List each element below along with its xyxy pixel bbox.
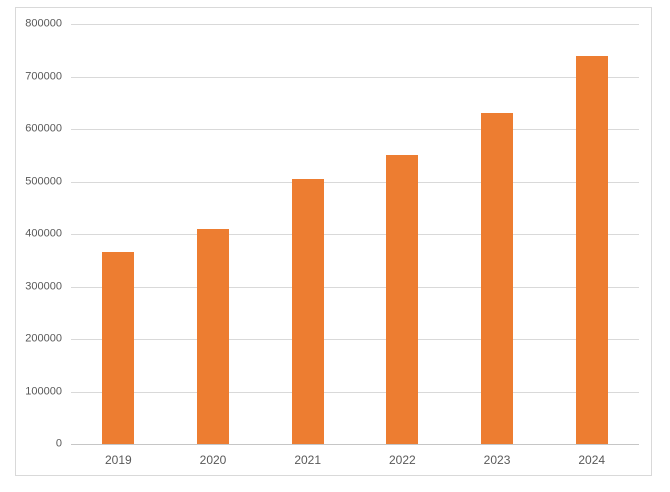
bar-2019[interactable] xyxy=(102,252,135,444)
x-tick-label-2024: 2024 xyxy=(578,453,606,467)
bar-slot-2023 xyxy=(450,24,545,444)
gridline xyxy=(71,234,639,235)
x-tick-label-2021: 2021 xyxy=(294,453,322,467)
gridline xyxy=(71,129,639,130)
x-tick-label-2022: 2022 xyxy=(389,453,416,467)
bar-2022[interactable] xyxy=(386,155,419,444)
bar-slot-2021 xyxy=(260,24,355,444)
x-axis-line xyxy=(71,444,639,445)
x-axis-tick-labels: 2019 2020 2021 2022 2023 2024 xyxy=(71,453,639,467)
bar-slot-2022 xyxy=(355,24,450,444)
bar-2023[interactable] xyxy=(481,113,514,444)
x-tick-label-2023: 2023 xyxy=(483,453,511,467)
plot-area: 800000 700000 600000 500000 400000 300000 2000… xyxy=(25,18,639,467)
gridline xyxy=(71,339,639,340)
y-tick-label: 500000 xyxy=(25,175,62,188)
y-tick-label: 800000 xyxy=(25,17,62,30)
gridline xyxy=(71,392,639,393)
gridline xyxy=(71,77,639,78)
bar-2020[interactable] xyxy=(197,228,229,444)
bar-slot-2020 xyxy=(166,24,261,444)
x-tick-label-2019: 2019 xyxy=(104,453,132,467)
y-tick-label: 300000 xyxy=(25,280,62,293)
y-tick-label: 0 xyxy=(55,437,62,450)
y-tick-label: 600000 xyxy=(25,122,62,135)
y-tick-label: 100000 xyxy=(25,385,62,398)
bar-2021[interactable] xyxy=(291,178,324,444)
x-tick-label-2020: 2020 xyxy=(199,453,227,467)
bar-slot-2019 xyxy=(71,24,166,444)
gridline xyxy=(71,182,639,183)
bar-slot-2024 xyxy=(544,24,639,444)
gridline xyxy=(71,24,639,25)
gridline xyxy=(71,287,639,288)
y-tick-label: 700000 xyxy=(25,70,62,83)
y-tick-label: 200000 xyxy=(25,332,62,345)
y-tick-label: 400000 xyxy=(25,227,62,240)
bar-series xyxy=(71,24,639,444)
chart-area[interactable]: 800000 700000 600000 500000 400000 300000 2000… xyxy=(15,7,652,476)
bar-2024[interactable] xyxy=(575,55,608,444)
